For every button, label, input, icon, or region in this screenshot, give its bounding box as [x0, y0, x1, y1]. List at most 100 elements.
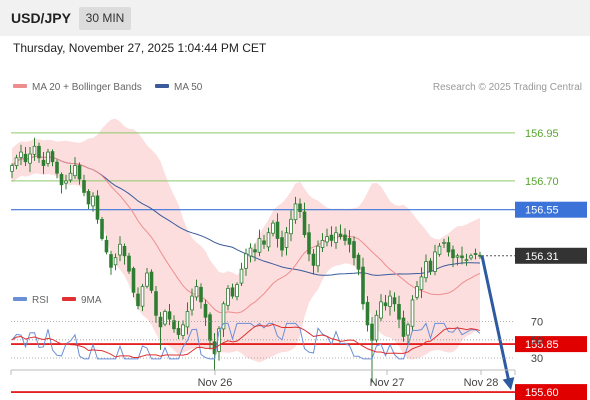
candle-body [478, 254, 482, 257]
candle [190, 288, 194, 316]
candle [185, 302, 190, 335]
candle [244, 248, 248, 276]
candle-body [181, 324, 185, 336]
candle-body [325, 236, 329, 243]
candle-body [464, 259, 469, 262]
candle [167, 304, 172, 326]
candle [289, 210, 293, 242]
candle-body [437, 245, 442, 255]
candle [226, 285, 230, 311]
candle-body [55, 161, 59, 174]
candle [257, 229, 262, 257]
candle [221, 301, 226, 337]
candle [334, 226, 338, 249]
x-tick-label: Nov 26 [198, 377, 233, 389]
candle-body [320, 240, 325, 248]
level-label-156-31: 156.31 [525, 251, 559, 263]
rsi-tick-label: 50 [531, 335, 543, 347]
candle [451, 245, 455, 268]
candle-body [122, 246, 127, 257]
level-label-155-85: 155.85 [525, 339, 559, 351]
candle-body [257, 238, 262, 253]
rsi-line [11, 322, 481, 360]
candle [248, 243, 253, 263]
candle-body [136, 293, 140, 307]
candle-body [203, 303, 208, 318]
candle [172, 315, 176, 333]
forecast-arrow [480, 255, 515, 391]
level-badge-155-60 [515, 384, 587, 400]
candle-body [473, 253, 478, 255]
candle [460, 246, 464, 265]
candle-body [176, 328, 181, 335]
rsi-ma-line [11, 323, 481, 359]
candle [383, 294, 388, 311]
candle [320, 233, 325, 253]
candle [122, 243, 127, 265]
candle-body [388, 295, 392, 307]
candle [203, 299, 208, 326]
candle-body [433, 251, 437, 272]
timeframe-badge[interactable]: 30 MIN [79, 7, 131, 30]
candle [32, 137, 37, 161]
candle-body [158, 316, 163, 328]
candle-body [428, 260, 433, 272]
candle-body [131, 268, 136, 293]
timestamp: Thursday, November 27, 2025 1:04:44 PM C… [13, 41, 267, 55]
candle [352, 236, 356, 266]
candle [415, 280, 419, 300]
candle-body [406, 324, 410, 336]
candle-body [253, 249, 257, 253]
candle [338, 224, 343, 240]
candle [163, 309, 167, 327]
candle-body [379, 301, 383, 319]
candle [361, 257, 365, 310]
candle [410, 295, 415, 332]
rsi-grid: 70 50 30 [11, 317, 543, 365]
candle-body [302, 211, 307, 236]
candle [397, 295, 401, 329]
candle [82, 174, 86, 197]
candle [379, 294, 383, 322]
candle-body [419, 276, 424, 290]
candle-body [338, 233, 343, 237]
candle-body [329, 234, 334, 241]
candle [464, 253, 469, 266]
candle [68, 164, 73, 183]
candle [365, 296, 370, 332]
candle [419, 267, 424, 299]
candle-body [82, 180, 86, 193]
candle [239, 262, 244, 287]
candle [73, 157, 77, 179]
candle-body [415, 286, 419, 298]
candle-body [347, 237, 352, 245]
ticker-symbol: USD/JPY [11, 10, 71, 26]
level-label-156-95: 156.95 [525, 128, 559, 140]
candle-body [145, 272, 149, 287]
candle-body [370, 323, 374, 341]
candle [347, 230, 352, 253]
candle-body [59, 174, 64, 186]
candle-body [109, 254, 113, 268]
credit-text: Research © 2025 Trading Central [433, 82, 582, 93]
candle-body [455, 255, 460, 258]
candle [59, 172, 64, 194]
ma50-legend-swatch [155, 84, 169, 88]
candle-body [199, 286, 203, 303]
candle-body [41, 159, 46, 166]
candle [158, 312, 163, 350]
level-label-156-70: 156.70 [525, 176, 559, 188]
candle [230, 283, 235, 299]
candle [343, 228, 347, 246]
candle-body [311, 253, 316, 266]
candle [325, 228, 329, 247]
candle-body [10, 165, 14, 172]
candle [55, 159, 59, 179]
candle-body [284, 232, 289, 248]
rsi-tick-label: 70 [531, 317, 543, 329]
candle-body [230, 287, 235, 297]
candle [433, 244, 437, 276]
candle-body [118, 243, 122, 256]
candle-body [289, 218, 293, 235]
